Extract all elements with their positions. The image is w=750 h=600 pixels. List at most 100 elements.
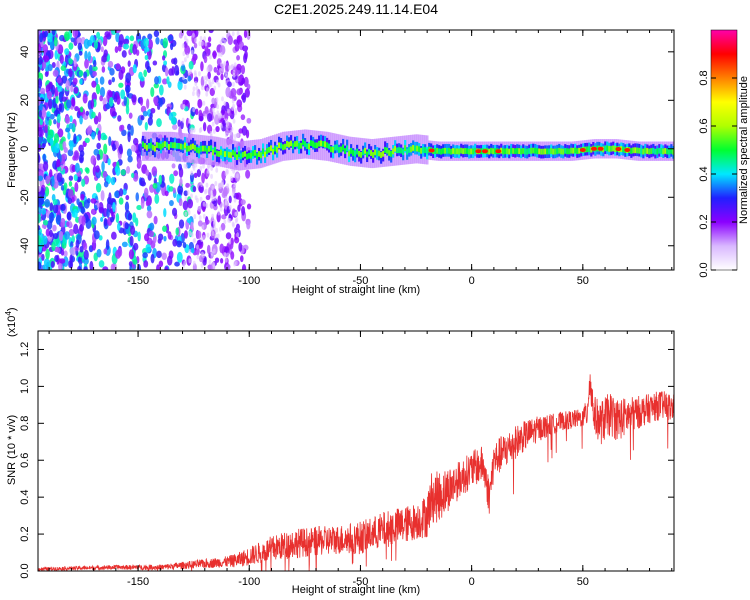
noise-cell: [143, 260, 149, 268]
noise-cell: [158, 174, 163, 185]
noise-cell: [69, 140, 74, 151]
noise-cell: [75, 239, 80, 249]
noise-cell: [42, 138, 48, 145]
noise-cell: [152, 182, 158, 189]
snr-y-tick-label: 1.2: [19, 342, 31, 357]
noise-cell: [227, 65, 231, 71]
noise-cell: [182, 78, 188, 85]
noise-cell: [76, 37, 82, 45]
snr-y-tick-label: 0.0: [19, 563, 31, 578]
band-center-cell: [586, 146, 589, 153]
band-center-cell: [442, 147, 445, 154]
noise-cell: [201, 224, 205, 230]
noise-cell: [91, 65, 98, 72]
noise-cell: [121, 241, 128, 248]
band-center-cell: [245, 153, 249, 160]
noise-cell: [43, 55, 50, 63]
band-center-cell: [518, 148, 521, 155]
snr-plot: -150 -100 -50 0 50 0.0 0.2 0.4 0.6 0.8 1.0 1.2 Heig…: [4, 307, 675, 596]
noise-cell: [96, 142, 102, 150]
noise-cell: [240, 199, 246, 205]
noise-cell: [56, 247, 61, 253]
band-center-cell: [454, 148, 457, 155]
noise-cell: [234, 108, 238, 114]
colorbar-tick-label: 0.0: [698, 262, 710, 277]
band-center-cell: [492, 148, 495, 155]
band-center-cell: [630, 148, 633, 154]
noise-cell: [144, 54, 149, 61]
snr-y-tick-label: 0.8: [19, 416, 31, 431]
noise-cell: [126, 86, 130, 98]
noise-cell: [81, 178, 86, 188]
noise-cell: [60, 203, 66, 212]
noise-cell: [218, 67, 222, 73]
noise-cell: [105, 103, 111, 110]
noise-cell: [130, 125, 134, 136]
noise-cell: [211, 213, 215, 219]
noise-cell: [168, 186, 174, 192]
noise-cell: [91, 80, 97, 88]
noise-cell: [60, 249, 65, 256]
noise-cell: [70, 37, 75, 43]
noise-cell: [203, 75, 206, 81]
noise-cell: [243, 30, 248, 39]
noise-cell: [210, 190, 214, 196]
noise-cell: [209, 130, 213, 136]
noise-cell: [62, 141, 67, 150]
noise-cell: [211, 79, 215, 85]
noise-cell: [235, 192, 242, 200]
band-center-cell: [384, 147, 387, 153]
noise-cell: [227, 35, 233, 46]
noise-cell: [58, 103, 63, 112]
noise-cell: [68, 42, 74, 50]
noise-cell: [104, 31, 111, 38]
noise-cell: [45, 228, 50, 237]
noise-cell: [202, 213, 206, 219]
noise-cell: [190, 170, 194, 176]
noise-cell: [100, 190, 105, 202]
noise-cell: [206, 112, 213, 123]
band-center-cell: [288, 141, 291, 148]
noise-cell: [190, 232, 194, 238]
band-center-cell: [193, 144, 197, 151]
band-center-cell: [524, 148, 527, 155]
noise-cell: [204, 81, 208, 87]
noise-cell: [225, 232, 232, 240]
noise-cell: [184, 196, 188, 202]
band-center-cell: [342, 144, 345, 151]
noise-cell: [175, 227, 179, 236]
noise-cell: [41, 142, 46, 149]
noise-cell: [207, 164, 211, 170]
noise-cell: [177, 119, 181, 127]
noise-cell: [42, 264, 48, 270]
noise-cell: [206, 66, 210, 72]
band-center-cell: [520, 148, 523, 155]
noise-cell: [224, 110, 229, 122]
band-center-cell: [231, 149, 235, 156]
noise-cell: [84, 137, 90, 143]
noise-cell: [210, 173, 213, 179]
noise-cell: [44, 198, 51, 208]
noise-cell: [57, 128, 64, 138]
noise-cell: [213, 221, 216, 227]
noise-cell: [72, 77, 78, 85]
noise-cell: [155, 37, 160, 45]
noise-cell: [216, 233, 220, 239]
noise-cell: [99, 76, 105, 85]
noise-cell: [135, 192, 140, 202]
noise-cell: [55, 95, 59, 104]
band-center-cell: [554, 148, 557, 155]
noise-cell: [199, 35, 203, 41]
band-center-cell: [290, 140, 293, 147]
band-center-cell: [173, 142, 177, 149]
band-center-cell: [588, 146, 591, 153]
band-center-cell: [207, 145, 211, 152]
noise-cell: [53, 237, 59, 247]
noise-cell: [146, 65, 152, 74]
noise-cell: [204, 41, 208, 47]
band-center-cell: [394, 145, 397, 152]
noise-cell: [182, 200, 189, 211]
noise-cell: [181, 43, 185, 49]
noise-cell: [93, 230, 100, 240]
noise-cell: [67, 149, 74, 157]
